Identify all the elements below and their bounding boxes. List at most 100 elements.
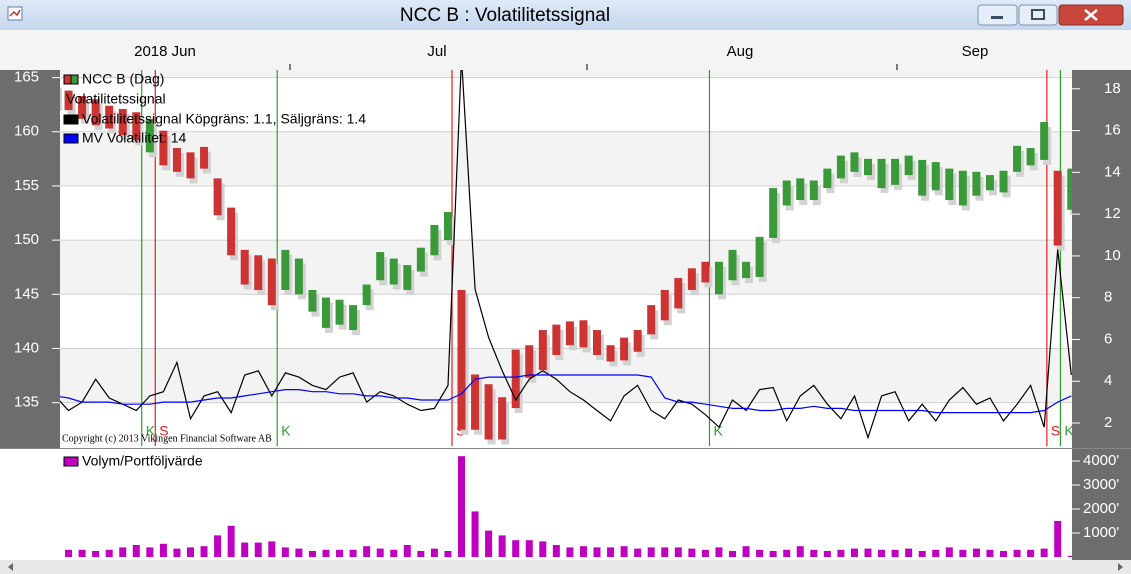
- price-bar: [728, 249, 737, 281]
- price-bar: [322, 297, 330, 328]
- price-bar: [471, 374, 480, 430]
- indicator-title: Volatilitetssignal: [66, 91, 166, 107]
- price-bar: [64, 90, 73, 111]
- month-label: 2018 Jun: [134, 43, 196, 60]
- price-bar: [1053, 170, 1062, 246]
- volume-bar: [579, 546, 587, 557]
- volume-bar: [1013, 549, 1021, 557]
- legend-swatch: [70, 74, 79, 85]
- volume-bar: [620, 546, 628, 557]
- price-bar: [1013, 145, 1022, 172]
- volume-bar: [634, 548, 642, 557]
- scroll-right[interactable]: [1118, 563, 1123, 571]
- signal-label: K: [713, 423, 723, 439]
- date-axis: [0, 30, 1131, 70]
- volume-bar: [810, 549, 818, 557]
- price-bar: [945, 168, 954, 201]
- scrollbar[interactable]: [0, 560, 1131, 574]
- volume-bar: [308, 551, 316, 557]
- price-bar: [593, 330, 601, 355]
- y2-tick-label: 1000': [1083, 524, 1119, 541]
- scroll-left[interactable]: [8, 563, 13, 571]
- grid-band: [60, 131, 1072, 186]
- price-bar: [186, 152, 195, 179]
- y2-tick-label: 16: [1104, 122, 1121, 139]
- price-bar: [118, 109, 127, 136]
- volume-bar: [146, 547, 154, 557]
- volume-bar: [78, 549, 86, 557]
- price-bar: [416, 247, 425, 272]
- signal-label: K: [1064, 423, 1074, 439]
- volume-bar: [417, 551, 425, 557]
- y2-tick-label: 3000': [1083, 476, 1119, 493]
- volume-bar: [512, 540, 520, 557]
- price-bar: [552, 324, 561, 355]
- bar-shadow: [60, 88, 62, 111]
- volume-bar: [986, 549, 994, 557]
- price-bar: [579, 320, 588, 348]
- month-label: Sep: [962, 43, 989, 60]
- volume-bar: [173, 548, 181, 557]
- window-title: NCC B : Volatilitetssignal: [400, 5, 610, 26]
- volume-bar: [661, 547, 669, 557]
- price-bar: [349, 305, 358, 331]
- volume-bar: [1067, 555, 1072, 557]
- price-bar: [769, 188, 778, 238]
- price-bar: [565, 321, 574, 346]
- legend-swatch: [63, 456, 79, 467]
- volume-bar: [566, 547, 574, 557]
- price-bar: [918, 159, 927, 196]
- volume-bar: [525, 540, 533, 557]
- price-bar: [403, 265, 412, 290]
- price-bar: [931, 162, 940, 191]
- volume-bar: [688, 548, 696, 557]
- y2-tick-label: 2000': [1083, 500, 1119, 517]
- volume-bar: [823, 551, 831, 557]
- y2-tick-label: 6: [1104, 330, 1112, 347]
- volume-bar: [349, 549, 357, 557]
- volume-bar: [227, 525, 235, 557]
- volume-bar: [864, 548, 872, 557]
- volume-bar: [647, 547, 655, 557]
- volume-bar: [92, 551, 100, 557]
- price-panel: KSKSKSK: [60, 70, 1074, 446]
- volume-bar: [214, 535, 222, 557]
- volume-bar: [850, 548, 858, 557]
- right-axis-strip: [1072, 70, 1131, 560]
- minimize-button[interactable]: [977, 4, 1018, 26]
- volume-bar: [552, 545, 560, 557]
- price-bar: [836, 155, 845, 179]
- price-bar: [1067, 168, 1072, 210]
- price-bar: [376, 252, 385, 281]
- volume-bar: [715, 547, 723, 557]
- price-bar: [809, 180, 818, 201]
- volume-bar: [1040, 548, 1048, 557]
- y2-tick-label: 8: [1104, 289, 1112, 306]
- volume-plot-area: [0, 448, 1072, 560]
- volume-bar: [891, 549, 899, 557]
- volume-bar: [430, 548, 438, 557]
- maximize-button[interactable]: [1018, 4, 1058, 26]
- close-icon: [1084, 9, 1098, 21]
- volume-bar: [322, 549, 330, 557]
- price-bar: [294, 258, 303, 295]
- volume-bar: [539, 541, 547, 557]
- y-tick-label: 140: [14, 339, 39, 356]
- price-bar: [498, 397, 507, 440]
- indicator-line: [60, 70, 1072, 440]
- volume-bar: [972, 548, 980, 557]
- volume-bar: [1027, 549, 1035, 557]
- price-bar: [633, 330, 642, 352]
- axes: 135 140 145 150 155 160 165 2 4 6 8 10 12 14 16 18 1000'…: [14, 69, 1121, 541]
- price-bar: [389, 258, 398, 285]
- volume-bar: [390, 549, 398, 557]
- price-bar: [674, 278, 683, 309]
- volume-bar: [837, 549, 845, 557]
- volume-bar: [945, 547, 953, 557]
- y-tick-label: 135: [14, 394, 39, 411]
- volume-bar: [132, 545, 140, 557]
- price-bar: [904, 155, 913, 176]
- volume-bar: [769, 551, 777, 557]
- volume-bar: [674, 547, 682, 557]
